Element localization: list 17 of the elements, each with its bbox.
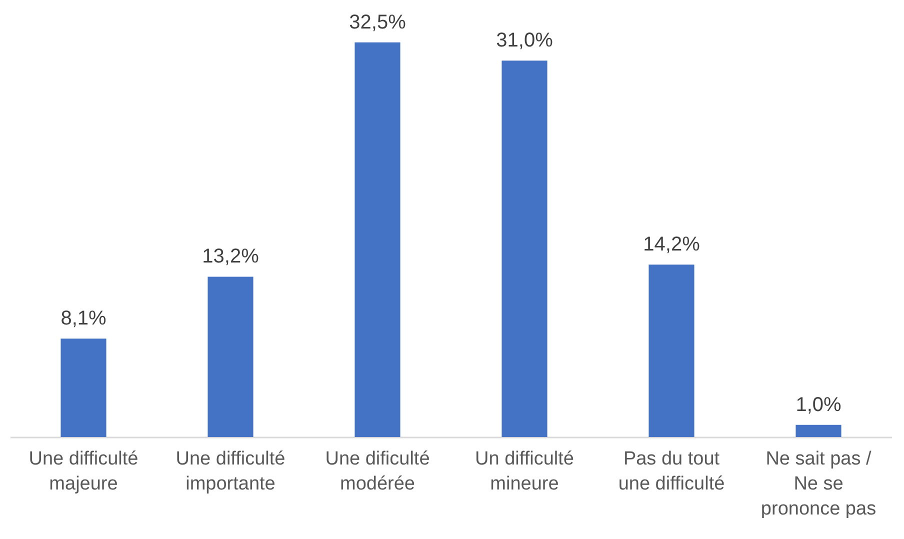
bar: [208, 276, 254, 437]
x-tick-label: Une difficulté importante: [176, 448, 286, 494]
x-tick-label: Pas du tout une difficulté: [618, 448, 725, 494]
x-tick-label: Un difficulté mineure: [475, 448, 574, 494]
bar: [502, 60, 548, 437]
x-tick-label: Une dificulté modérée: [325, 448, 430, 494]
data-label: 31,0%: [496, 30, 554, 52]
bar: [648, 264, 694, 437]
x-tick-label: Une difficulté majeure: [28, 448, 138, 494]
data-label: 1,0%: [796, 394, 842, 416]
bar: [354, 42, 400, 437]
data-label: 14,2%: [643, 234, 700, 256]
data-label: 8,1%: [60, 308, 107, 330]
bar: [796, 424, 842, 437]
data-label: 32,5%: [349, 11, 406, 34]
data-label: 13,2%: [202, 246, 260, 268]
bar: [60, 338, 106, 437]
